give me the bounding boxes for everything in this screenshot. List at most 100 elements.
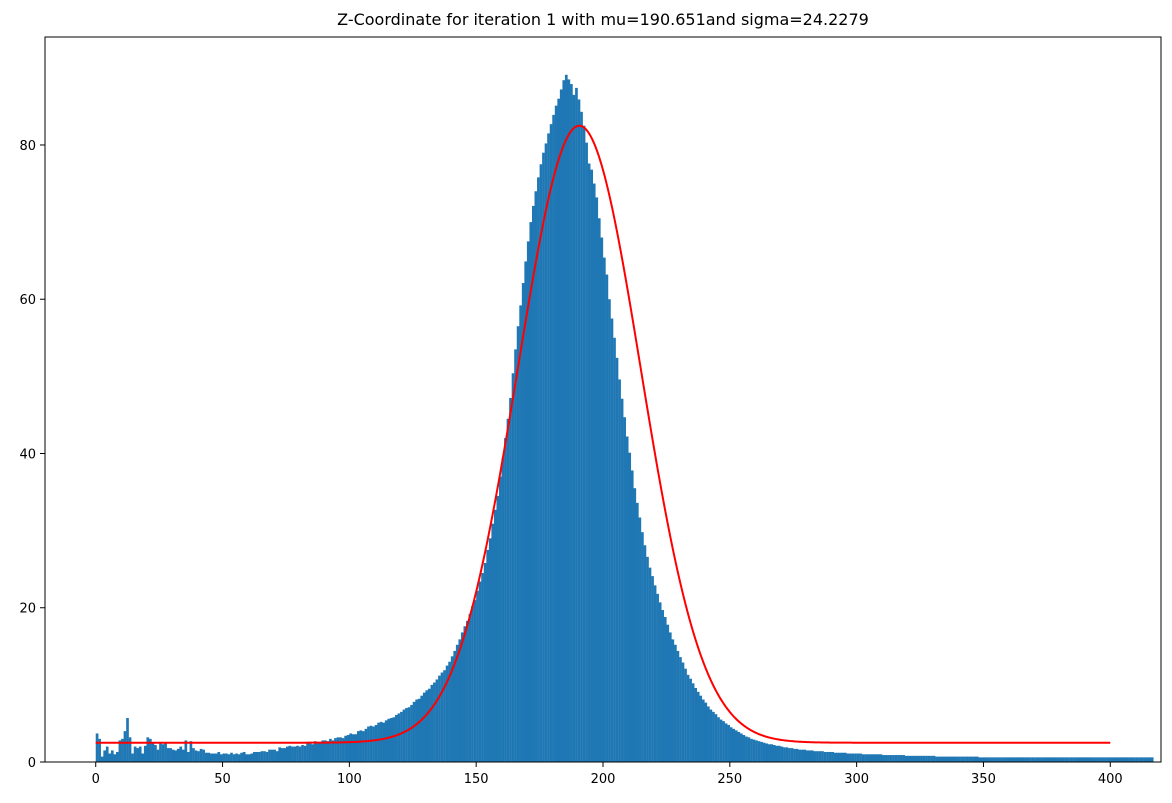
histogram-bar bbox=[671, 639, 675, 762]
histogram-bar bbox=[613, 337, 616, 762]
histogram-bar bbox=[920, 755, 923, 762]
histogram-bar bbox=[1039, 757, 1042, 762]
histogram-bar bbox=[762, 742, 766, 762]
histogram-bar bbox=[694, 687, 697, 762]
histogram-bar bbox=[473, 600, 477, 762]
histogram-bar bbox=[770, 744, 774, 762]
histogram-bar bbox=[207, 752, 211, 762]
histogram-bar bbox=[159, 741, 162, 762]
histogram-bar bbox=[717, 717, 720, 762]
x-tick-label: 0 bbox=[92, 772, 100, 787]
histogram-bar bbox=[98, 738, 101, 762]
histogram-bar bbox=[641, 532, 644, 762]
histogram-bar bbox=[194, 750, 198, 762]
histogram-bar bbox=[460, 632, 464, 762]
histogram-bar bbox=[440, 672, 444, 762]
histogram-bar bbox=[970, 756, 974, 762]
histogram-bar bbox=[709, 709, 713, 762]
histogram-bar bbox=[704, 702, 708, 762]
histogram-bar bbox=[161, 744, 165, 762]
histogram-bar bbox=[1100, 757, 1103, 762]
histogram-bar bbox=[232, 754, 236, 762]
histogram-bar bbox=[575, 87, 578, 762]
histogram-bar bbox=[899, 755, 903, 762]
histogram-bar bbox=[879, 754, 883, 762]
histogram-bar bbox=[985, 757, 989, 762]
histogram-bar bbox=[590, 169, 594, 762]
histogram-bar bbox=[133, 746, 137, 762]
histogram-bar bbox=[468, 613, 472, 762]
histogram-bar bbox=[676, 650, 680, 762]
histogram-bar bbox=[506, 418, 510, 762]
histogram-bar bbox=[1018, 757, 1022, 762]
histogram-bar bbox=[1082, 757, 1086, 762]
histogram-bar bbox=[889, 755, 893, 762]
histogram-bar bbox=[514, 349, 517, 762]
histogram-bar bbox=[1051, 757, 1055, 762]
histogram-bar bbox=[270, 749, 274, 762]
histogram-bar bbox=[861, 754, 865, 762]
histogram-bar bbox=[821, 751, 824, 762]
histogram-bar bbox=[400, 711, 403, 762]
histogram-bar bbox=[854, 753, 857, 762]
histogram-bar bbox=[907, 755, 911, 762]
y-tick-label: 0 bbox=[28, 756, 36, 771]
histogram-bar bbox=[372, 726, 375, 762]
histogram-bar bbox=[712, 711, 715, 762]
histogram-bar bbox=[420, 695, 424, 762]
histogram-bar bbox=[377, 722, 380, 762]
histogram-bar bbox=[316, 741, 320, 762]
histogram-bar bbox=[585, 142, 588, 762]
histogram-bar bbox=[661, 610, 665, 762]
histogram-bar bbox=[263, 751, 266, 762]
histogram-bar bbox=[884, 755, 888, 762]
histogram-bar bbox=[1008, 757, 1012, 762]
histogram-bar bbox=[549, 124, 553, 762]
histogram-bar bbox=[942, 756, 946, 762]
histogram-bar bbox=[511, 373, 515, 762]
histogram-bar bbox=[831, 751, 834, 762]
histogram-bar bbox=[301, 745, 304, 762]
histogram-bar bbox=[1140, 757, 1144, 762]
histogram-bar bbox=[876, 754, 880, 762]
histogram-bar bbox=[121, 738, 124, 762]
histogram-bar bbox=[658, 602, 662, 762]
histogram-bar bbox=[336, 737, 340, 762]
histogram-bar bbox=[846, 753, 850, 762]
histogram-bar bbox=[1031, 757, 1035, 762]
histogram-bar bbox=[202, 749, 205, 762]
histogram-bar bbox=[686, 674, 690, 762]
histogram-bar bbox=[808, 750, 812, 762]
histogram-bar bbox=[1029, 757, 1032, 762]
y-tick-label: 60 bbox=[19, 293, 36, 308]
histogram-bar bbox=[894, 755, 898, 762]
histogram-bar bbox=[729, 727, 733, 762]
histogram-bar bbox=[331, 740, 335, 762]
histogram-bar bbox=[833, 752, 837, 762]
histogram-bar bbox=[701, 699, 705, 762]
histogram-bar bbox=[192, 748, 195, 762]
histogram-bar bbox=[521, 283, 525, 762]
histogram-bar bbox=[478, 581, 482, 762]
histogram-bar bbox=[818, 751, 822, 762]
histogram-bar bbox=[963, 756, 966, 762]
histogram-bar bbox=[387, 718, 391, 762]
histogram-bar bbox=[1084, 757, 1088, 762]
histogram-bar bbox=[580, 111, 583, 762]
histogram-bar bbox=[904, 755, 908, 762]
histogram-bar bbox=[643, 545, 647, 762]
histogram-bar bbox=[592, 183, 596, 763]
histogram-bar bbox=[425, 690, 429, 762]
fit-curve bbox=[95, 124, 1111, 744]
histogram-bar bbox=[209, 753, 213, 762]
histogram-bar bbox=[1064, 757, 1068, 762]
histogram-bar bbox=[1143, 757, 1146, 762]
histogram-bar bbox=[869, 754, 873, 762]
histogram-bar bbox=[189, 741, 193, 762]
histogram-bar bbox=[1112, 757, 1116, 762]
histogram-bar bbox=[1072, 757, 1075, 762]
histogram-bar bbox=[291, 746, 294, 762]
histogram-bar bbox=[747, 737, 751, 762]
x-axis: 0 50 100 150 200 250 300 350 400 bbox=[92, 762, 1123, 787]
